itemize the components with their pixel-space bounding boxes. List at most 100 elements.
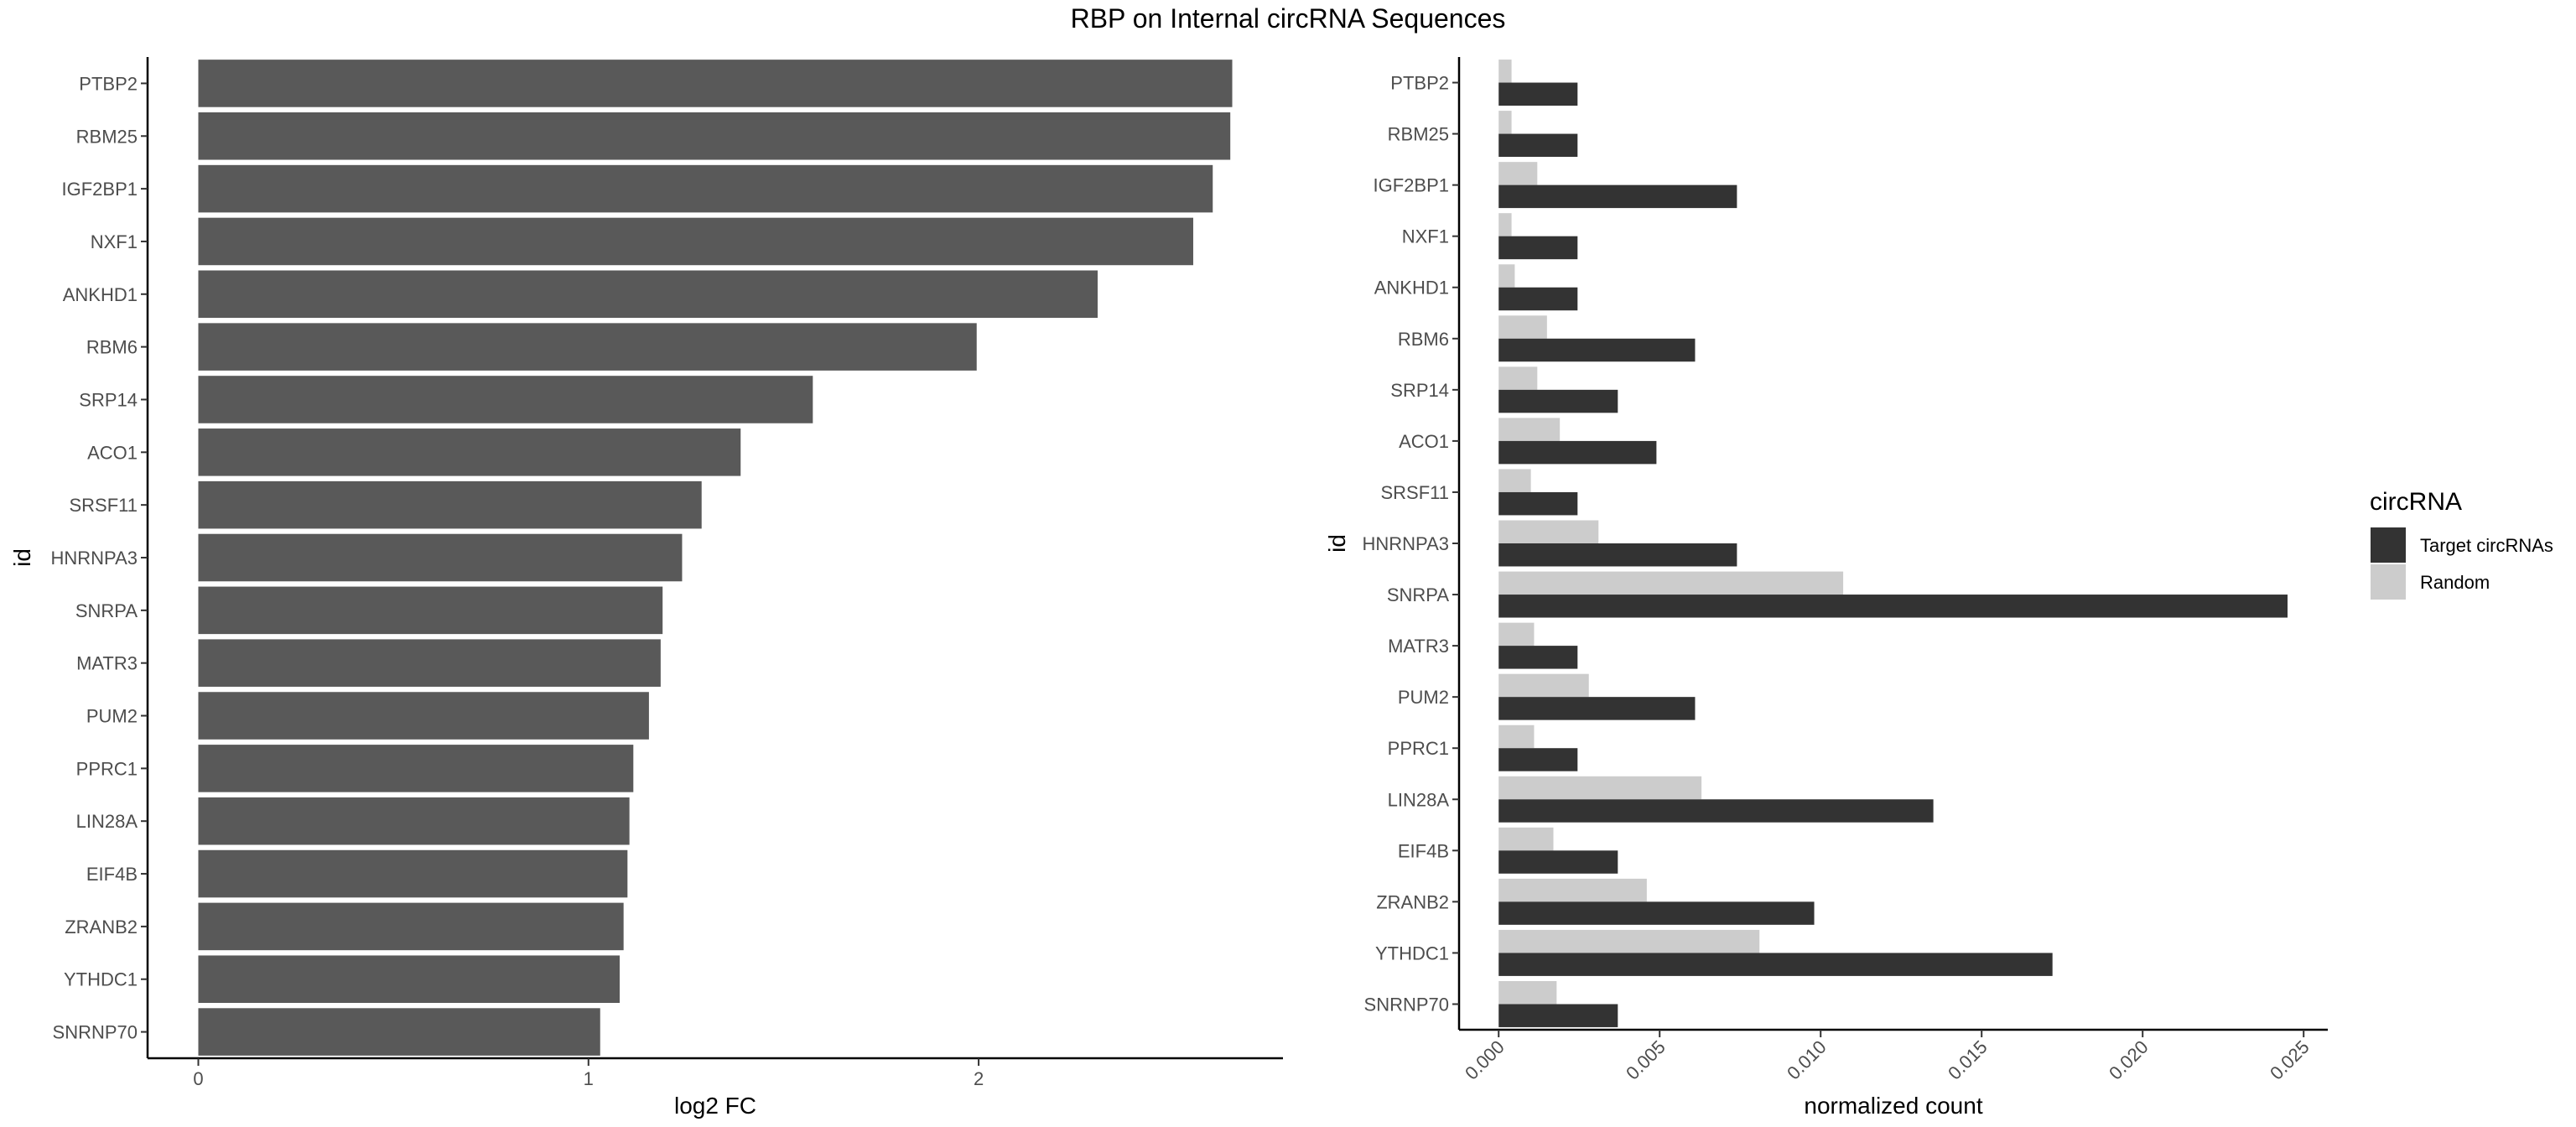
chart-title: RBP on Internal circRNA Sequences — [1071, 3, 1506, 34]
y-tick-label-ythdc1: YTHDC1 — [64, 969, 138, 990]
bar-ptbp2 — [198, 60, 1233, 107]
y-tick-label-lin28a: LIN28A — [1388, 789, 1450, 810]
y-tick-label-eif4b: EIF4B — [1398, 840, 1449, 861]
bar-target-rbm6 — [1498, 338, 1696, 362]
bar-target-aco1 — [1498, 440, 1657, 465]
bar-ythdc1 — [198, 955, 621, 1004]
x-tick-label-2: 2 — [974, 1068, 984, 1089]
legend-title: circRNA — [2370, 488, 2462, 516]
bar-random-pprc1 — [1498, 724, 1535, 749]
bar-target-snrnp70 — [1498, 1004, 1618, 1027]
y-tick-label-lin28a: LIN28A — [76, 811, 138, 832]
x-axis-title: log2 FC — [674, 1093, 756, 1119]
bar-random-matr3 — [1498, 622, 1535, 647]
bar-target-lin28a — [1498, 799, 1934, 823]
legend-label-target-circrnas: Target circRNAs — [2420, 535, 2553, 556]
y-tick-label-rbm25: RBM25 — [76, 126, 138, 147]
y-tick-label-zranb2: ZRANB2 — [65, 917, 138, 937]
y-tick-label-hnrnpa3: HNRNPA3 — [50, 548, 138, 569]
bar-random-lin28a — [1498, 776, 1702, 800]
bar-target-srp14 — [1498, 389, 1618, 413]
y-tick-label-srp14: SRP14 — [1390, 380, 1449, 401]
y-tick-label-ptbp2: PTBP2 — [79, 73, 138, 94]
x-tick-label-0-000: 0.000 — [1461, 1036, 1509, 1084]
bar-target-zranb2 — [1498, 901, 1815, 925]
bar-nxf1 — [198, 217, 1193, 266]
bar-random-rbm25 — [1498, 111, 1512, 134]
bar-hnrnpa3 — [198, 533, 683, 582]
y-tick-label-snrnp70: SNRNP70 — [53, 1022, 138, 1043]
y-tick-label-aco1: ACO1 — [1399, 431, 1449, 452]
y-tick-label-igf2bp1: IGF2BP1 — [1374, 175, 1449, 196]
y-tick-label-pprc1: PPRC1 — [1388, 738, 1449, 759]
bar-random-rbm6 — [1498, 315, 1547, 339]
bar-random-zranb2 — [1498, 878, 1647, 902]
bar-random-srp14 — [1498, 366, 1538, 390]
bar-matr3 — [198, 639, 661, 687]
x-axis-title: normalized count — [1804, 1093, 1982, 1119]
y-tick-label-matr3: MATR3 — [76, 653, 138, 674]
bar-random-pum2 — [1498, 673, 1589, 698]
bar-random-ankhd1 — [1498, 264, 1515, 288]
y-tick-label-eif4b: EIF4B — [86, 864, 138, 885]
bar-target-hnrnpa3 — [1498, 543, 1737, 567]
bar-igf2bp1 — [198, 164, 1213, 213]
x-tick-label-0-015: 0.015 — [1944, 1036, 1992, 1084]
bar-target-igf2bp1 — [1498, 184, 1737, 209]
y-tick-label-srp14: SRP14 — [79, 389, 138, 410]
bar-pprc1 — [198, 745, 634, 792]
legend-label-random: Random — [2420, 572, 2490, 593]
bar-ankhd1 — [198, 270, 1098, 319]
y-tick-label-snrpa: SNRPA — [75, 600, 138, 621]
y-tick-label-ythdc1: YTHDC1 — [1375, 943, 1449, 963]
bar-random-snrpa — [1498, 571, 1844, 595]
bar-target-pum2 — [1498, 697, 1696, 720]
legend-key-random — [2369, 563, 2407, 601]
x-tick-label-1: 1 — [584, 1068, 594, 1089]
bar-snrpa — [198, 586, 663, 635]
bar-rbm25 — [198, 112, 1231, 160]
x-tick-label-0-025: 0.025 — [2266, 1036, 2314, 1084]
y-tick-label-aco1: ACO1 — [87, 442, 138, 463]
y-tick-label-ankhd1: ANKHD1 — [63, 284, 138, 305]
bar-eif4b — [198, 849, 628, 898]
bar-target-eif4b — [1498, 850, 1618, 874]
y-axis-title: id — [9, 548, 35, 567]
bar-target-matr3 — [1498, 646, 1578, 669]
bar-random-hnrnpa3 — [1498, 520, 1599, 543]
bar-random-srsf11 — [1498, 469, 1531, 492]
bar-target-pprc1 — [1498, 748, 1578, 771]
bar-srsf11 — [198, 480, 702, 529]
bar-random-ptbp2 — [1498, 60, 1512, 83]
bar-srp14 — [198, 376, 813, 423]
bar-rbm6 — [198, 323, 977, 371]
bar-target-ptbp2 — [1498, 82, 1578, 106]
y-tick-label-srsf11: SRSF11 — [1380, 482, 1449, 503]
bar-target-rbm25 — [1498, 133, 1578, 158]
right-panel-normalized-count: PTBP2 RBM25 IGF2BP1 NXF1 ANKHD1 RBM6 SRP14 ACO1… — [1324, 57, 2328, 1119]
y-tick-label-rbm6: RBM6 — [1398, 329, 1449, 350]
bar-target-srsf11 — [1498, 491, 1578, 516]
bar-random-snrnp70 — [1498, 981, 1557, 1005]
y-tick-label-snrnp70: SNRNP70 — [1364, 994, 1449, 1015]
bar-pum2 — [198, 692, 649, 740]
y-tick-label-ankhd1: ANKHD1 — [1374, 278, 1449, 299]
y-tick-label-nxf1: NXF1 — [91, 231, 138, 252]
bar-lin28a — [198, 797, 630, 845]
y-tick-label-pprc1: PPRC1 — [76, 758, 138, 779]
x-tick-label-0-005: 0.005 — [1622, 1036, 1670, 1084]
legend: circRNA Target circRNAs Random — [2369, 488, 2553, 601]
y-tick-label-ptbp2: PTBP2 — [1390, 73, 1449, 94]
bar-random-aco1 — [1498, 418, 1561, 441]
y-tick-label-srsf11: SRSF11 — [69, 495, 138, 516]
x-tick-label-0: 0 — [193, 1068, 203, 1089]
legend-key-target-circrnas — [2369, 526, 2407, 564]
bar-zranb2 — [198, 902, 624, 951]
bar-snrnp70 — [198, 1008, 600, 1056]
x-tick-label-0-020: 0.020 — [2105, 1036, 2153, 1084]
y-tick-label-hnrnpa3: HNRNPA3 — [1362, 533, 1449, 554]
bar-random-nxf1 — [1498, 213, 1512, 236]
bar-target-snrpa — [1498, 595, 2288, 618]
y-tick-label-igf2bp1: IGF2BP1 — [62, 179, 138, 200]
